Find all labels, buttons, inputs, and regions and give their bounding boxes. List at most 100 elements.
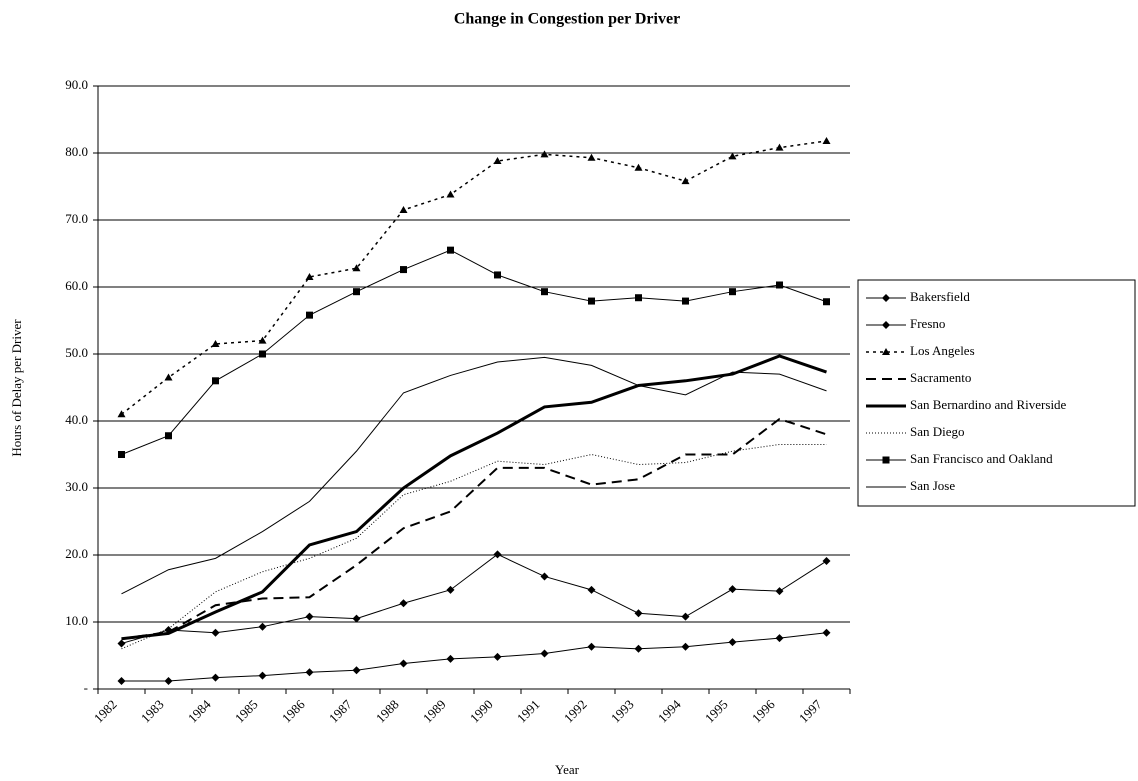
data-point [446,190,455,198]
data-point [400,266,407,274]
data-point [211,339,220,347]
data-point [728,585,737,594]
series-line [121,443,827,650]
data-point [775,587,784,596]
legend-label: Bakersfield [910,289,970,304]
y-tick-label: 70.0 [65,211,88,226]
data-point [211,673,220,682]
series-line [121,417,827,640]
y-tick-label: 60.0 [65,278,88,293]
data-point [258,671,267,680]
x-tick-label: 1994 [655,696,684,725]
series-line [121,553,827,644]
data-point [305,612,314,621]
data-point [587,585,596,594]
data-point [353,288,360,296]
data-point [775,143,784,151]
data-point [822,557,831,566]
data-point [776,281,783,289]
x-tick-label: 1985 [232,697,261,726]
data-point [399,659,408,668]
legend-marker [882,321,890,329]
data-point [212,377,219,385]
data-point [822,136,831,144]
data-point [165,432,172,440]
legend-label: San Jose [910,478,955,493]
data-point [728,152,737,160]
data-point [822,628,831,637]
data-point [118,451,125,458]
y-tick-label: 40.0 [65,412,88,427]
data-point [305,272,314,280]
data-point [494,271,501,279]
x-tick-label: 1986 [279,696,308,725]
data-point [117,410,126,418]
legend-marker [882,456,890,464]
data-point [681,177,690,185]
data-point [447,246,454,254]
data-point [306,311,313,319]
legend-label: Los Angeles [910,343,975,358]
y-tick-label: 10.0 [65,613,88,628]
data-point [493,157,502,165]
data-point [587,642,596,651]
y-tick-label: 50.0 [65,345,88,360]
data-point [634,163,643,171]
data-point [117,676,126,685]
data-point [823,298,830,306]
y-tick-label: 30.0 [65,479,88,494]
data-point [681,642,690,651]
data-point [164,676,173,685]
x-tick-label: 1988 [373,697,402,726]
series-line [121,354,827,641]
data-point [352,614,361,623]
y-axis-label: Hours of Delay per Driver [9,319,24,457]
legend-label: San Diego [910,424,965,439]
x-tick-label: 1989 [420,697,449,726]
chart-title: Change in Congestion per Driver [454,11,680,28]
x-tick-label: 1982 [91,697,120,726]
x-tick-label: 1983 [138,697,167,726]
data-point [634,644,643,653]
y-tick-label: 90.0 [65,77,88,92]
series-line [121,356,827,595]
x-tick-label: 1992 [561,697,590,726]
x-tick-label: 1997 [796,696,825,725]
data-point [540,649,549,658]
data-point [541,288,548,296]
data-point [258,336,267,344]
data-point [540,572,549,581]
data-point [117,639,126,648]
legend-marker [882,348,890,355]
x-tick-label: 1996 [749,696,778,725]
data-point [587,153,596,161]
y-tick-label: 20.0 [65,546,88,561]
x-tick-label: 1993 [608,697,637,726]
x-tick-label: 1990 [467,697,496,726]
x-axis-label: Year [555,762,580,777]
data-point [352,264,361,272]
data-point [399,599,408,608]
x-tick-label: 1987 [326,696,355,725]
legend-label: San Bernardino and Riverside [910,397,1067,412]
series-line [121,632,827,682]
data-point [211,628,220,637]
y-tick-label: - [84,680,88,695]
legend-label: San Francisco and Oakland [910,451,1053,466]
data-point [493,550,502,559]
x-tick-label: 1995 [702,697,731,726]
y-tick-label: 80.0 [65,144,88,159]
data-point [352,666,361,675]
data-point [399,205,408,213]
data-point [588,297,595,305]
data-point [540,150,549,158]
data-point [775,634,784,643]
legend-label: Fresno [910,316,945,331]
data-point [728,638,737,647]
legend-label: Sacramento [910,370,971,385]
series-line [121,249,827,455]
data-point [305,668,314,677]
data-point [682,297,689,305]
